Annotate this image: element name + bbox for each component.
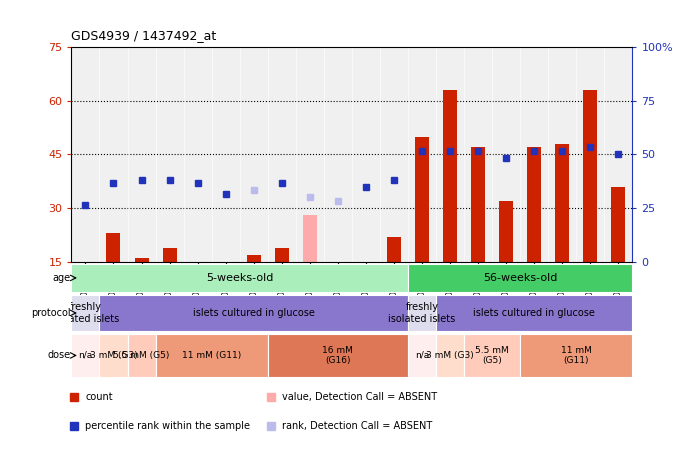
Bar <box>408 264 632 292</box>
Bar <box>156 334 268 377</box>
Bar <box>583 90 597 262</box>
Text: value, Detection Call = ABSENT: value, Detection Call = ABSENT <box>282 392 437 402</box>
Text: GDS4939 / 1437492_at: GDS4939 / 1437492_at <box>71 29 217 43</box>
Bar <box>443 90 457 262</box>
Text: 11 mM (G11): 11 mM (G11) <box>182 351 241 360</box>
Bar <box>436 295 632 331</box>
Text: 3 mM (G3): 3 mM (G3) <box>426 351 474 360</box>
Bar <box>135 258 148 262</box>
Text: n/a: n/a <box>78 351 92 360</box>
Text: 5-weeks-old: 5-weeks-old <box>206 273 273 283</box>
Text: freshly
isolated islets: freshly isolated islets <box>52 302 119 324</box>
Bar <box>107 233 120 262</box>
Text: islets cultured in glucose: islets cultured in glucose <box>193 308 315 318</box>
Bar <box>499 201 513 262</box>
Text: 3 mM (G3): 3 mM (G3) <box>90 351 137 360</box>
Bar <box>436 334 464 377</box>
Bar <box>387 237 401 262</box>
Bar <box>268 334 408 377</box>
Bar <box>471 147 485 262</box>
Text: count: count <box>86 392 113 402</box>
Bar <box>556 144 569 262</box>
Text: freshly
isolated islets: freshly isolated islets <box>388 302 456 324</box>
Bar <box>71 295 99 331</box>
Text: 16 mM
(G16): 16 mM (G16) <box>322 346 354 365</box>
Bar <box>99 334 128 377</box>
Text: n/a: n/a <box>415 351 429 360</box>
Bar <box>408 295 436 331</box>
Text: age: age <box>52 273 71 283</box>
Text: 5.5 mM
(G5): 5.5 mM (G5) <box>475 346 509 365</box>
Bar <box>408 334 436 377</box>
Bar <box>464 334 520 377</box>
Text: 11 mM
(G11): 11 mM (G11) <box>561 346 592 365</box>
Text: protocol: protocol <box>31 308 71 318</box>
Bar <box>128 334 156 377</box>
Text: 56-weeks-old: 56-weeks-old <box>483 273 558 283</box>
Bar <box>275 248 289 262</box>
Bar <box>71 334 99 377</box>
Bar <box>247 255 260 262</box>
Text: 5.5 mM (G5): 5.5 mM (G5) <box>114 351 170 360</box>
Text: dose: dose <box>48 351 71 361</box>
Text: islets cultured in glucose: islets cultured in glucose <box>473 308 595 318</box>
Bar <box>303 215 317 262</box>
Bar <box>99 295 408 331</box>
Bar <box>415 136 429 262</box>
Bar <box>71 264 408 292</box>
Bar <box>163 248 177 262</box>
Text: rank, Detection Call = ABSENT: rank, Detection Call = ABSENT <box>282 421 432 431</box>
Text: percentile rank within the sample: percentile rank within the sample <box>86 421 250 431</box>
Bar <box>527 147 541 262</box>
Bar <box>520 334 632 377</box>
Bar <box>611 187 626 262</box>
